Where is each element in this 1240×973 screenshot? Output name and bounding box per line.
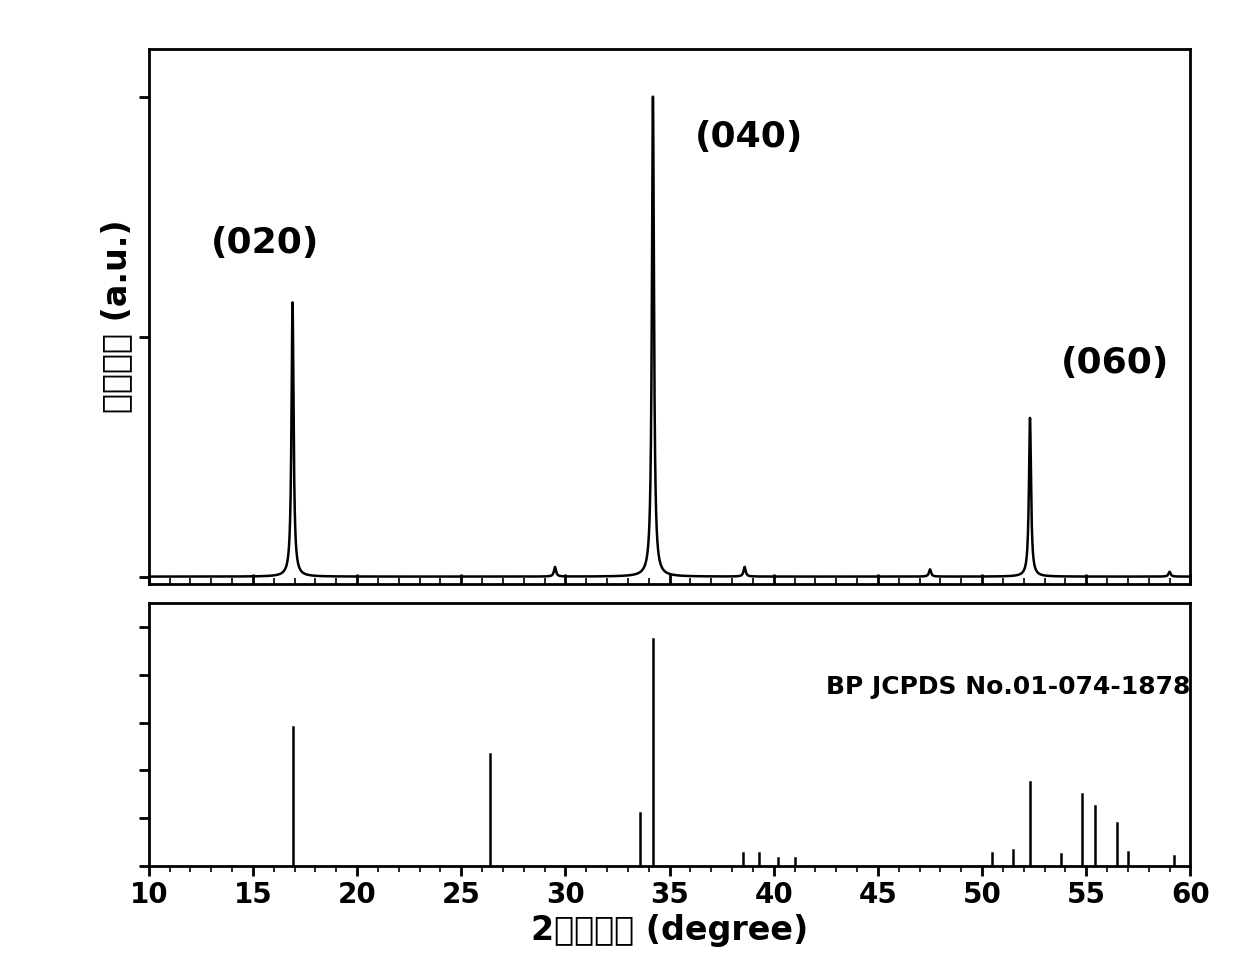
Text: BP JCPDS No.01-074-1878: BP JCPDS No.01-074-1878 [826, 675, 1190, 699]
Text: (060): (060) [1061, 345, 1169, 379]
Y-axis label: 衍射强度 (a.u.): 衍射强度 (a.u.) [100, 220, 134, 413]
Text: (020): (020) [211, 226, 320, 260]
Text: (040): (040) [694, 121, 804, 155]
X-axis label: 2倍衍射角 (degree): 2倍衍射角 (degree) [531, 914, 808, 947]
